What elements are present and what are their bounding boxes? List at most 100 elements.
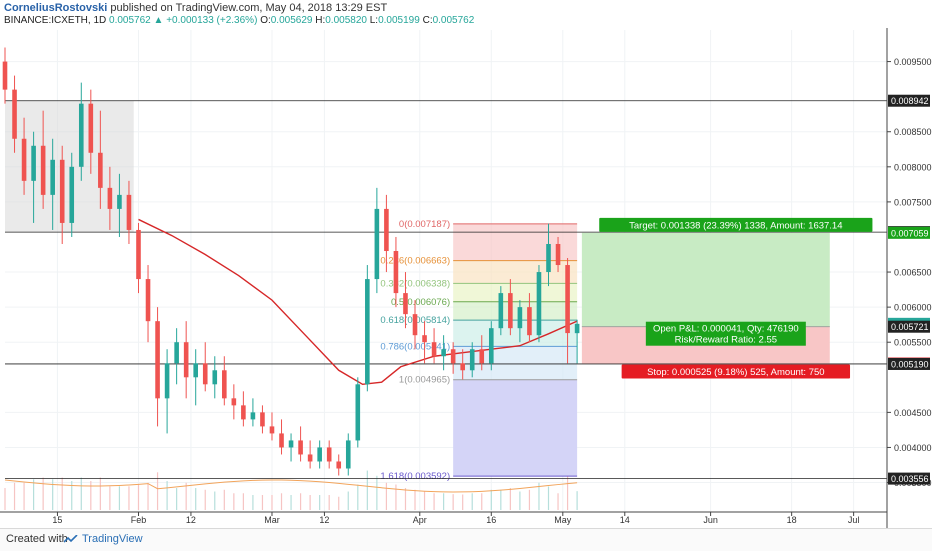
candle-body	[269, 426, 275, 434]
volume-bar	[99, 477, 101, 510]
volume-bar	[481, 493, 483, 510]
close-label: C:	[422, 15, 433, 26]
stop-label-box	[621, 364, 851, 379]
candle-body	[355, 384, 361, 441]
candle-body	[412, 314, 418, 336]
fib-level-label: 0(0.007187)	[399, 219, 450, 230]
candle-body	[212, 370, 218, 385]
target-label: Target: 0.001338 (23.39%) 1338, Amount: …	[629, 220, 842, 231]
volume-bar	[433, 493, 435, 510]
price-label-box	[888, 320, 930, 333]
candle-body	[250, 412, 256, 420]
time-tick-label: 15	[52, 515, 62, 525]
volume-bar	[156, 472, 159, 510]
candle-body	[479, 349, 485, 364]
volume-bar	[557, 493, 559, 510]
candle-body	[126, 194, 132, 230]
price-label: 0.005721	[891, 322, 929, 332]
volume-bar	[23, 482, 25, 510]
tradingview-brand[interactable]: TradingView	[82, 533, 143, 545]
volume-bar	[33, 479, 35, 510]
low-value: 0.005199	[378, 15, 420, 26]
volume-bar	[471, 493, 473, 510]
volume-bar	[80, 477, 82, 510]
candle-body	[2, 61, 8, 90]
volume-bar	[423, 491, 426, 510]
volume-bar	[338, 496, 340, 510]
volume-bar	[176, 488, 178, 510]
candle-body	[155, 321, 160, 399]
volume-bar	[223, 489, 225, 510]
volume-bar	[128, 486, 130, 510]
candle-body	[145, 279, 151, 322]
time-tick-label: 18	[787, 515, 797, 525]
candle-body	[231, 398, 237, 406]
risk-reward-label: Risk/Reward Ratio: 2.55	[675, 335, 777, 346]
price-tick-label: 0.008500	[894, 127, 932, 137]
candle-body	[393, 251, 399, 294]
close-value: 0.005762	[432, 15, 475, 26]
consolidation-zone	[5, 100, 134, 233]
volume-bar	[204, 489, 206, 510]
price-change: +0.000133 (+2.36%)	[166, 15, 258, 26]
candle-body	[50, 159, 55, 195]
volume-bar	[385, 482, 388, 510]
candle-body	[450, 349, 456, 364]
candle-body	[136, 229, 141, 280]
price-label: 0.005190	[891, 359, 929, 369]
volume-bar	[90, 481, 92, 510]
low-label: L:	[369, 15, 379, 26]
created-with-text: Created with	[6, 533, 68, 545]
candle-body	[345, 440, 351, 469]
candle-body	[241, 405, 246, 420]
volume-bar	[233, 493, 235, 510]
candle-body	[431, 342, 437, 357]
time-tick-label: 12	[186, 515, 196, 525]
candle-body	[59, 159, 65, 223]
price-chart[interactable]: 0(0.007187) 0.236(0.006663) 0.382(0.006338…	[0, 28, 932, 528]
high-value: 0.005820	[325, 15, 367, 26]
open-value: 0.005629	[270, 15, 313, 26]
candle-body	[69, 166, 75, 223]
candle-body	[88, 103, 94, 153]
candle-body	[288, 440, 294, 448]
price-tick-label: 0.006000	[894, 303, 932, 313]
fib-band	[453, 320, 578, 347]
volume-bar	[366, 470, 368, 510]
candle-body	[12, 89, 17, 139]
fib-extension-band	[453, 379, 578, 477]
volume-bar	[13, 482, 16, 510]
time-tick-label: Apr	[413, 515, 427, 525]
price-label-box	[888, 357, 930, 370]
footer: Created with TradingView	[0, 528, 932, 551]
volume-bar	[109, 486, 111, 510]
price-label-box	[888, 226, 930, 239]
candle-body	[555, 243, 561, 266]
volume-bar	[137, 484, 140, 510]
candle-body	[326, 447, 332, 462]
candle-body	[202, 363, 208, 385]
candle-body	[469, 349, 475, 371]
fib-level-label: 0.236(0.006663)	[380, 256, 450, 267]
candle-body	[517, 307, 523, 329]
author-link[interactable]: CorneliusRostovski	[4, 2, 108, 14]
volume-bar	[328, 495, 330, 510]
volume-bar	[242, 493, 244, 510]
candle-body	[536, 272, 542, 336]
candle-body	[403, 293, 408, 315]
candle-body	[527, 307, 532, 336]
candle-body	[174, 342, 179, 364]
stop-label: Stop: 0.000525 (9.18%) 525, Amount: 750	[647, 367, 824, 378]
volume-bar	[261, 495, 264, 510]
moving-average-line	[138, 218, 578, 386]
volume-bar	[309, 495, 311, 510]
volume-bar	[528, 489, 531, 510]
volume-bar	[538, 482, 540, 510]
volume-bar	[71, 481, 73, 510]
volume-bar	[395, 484, 397, 510]
volume-bar	[271, 495, 273, 510]
volume-bar	[414, 489, 416, 510]
price-tick-label: 0.007500	[894, 197, 932, 207]
price-tick-label: 0.006500	[894, 268, 932, 278]
volume-bar	[299, 493, 302, 510]
